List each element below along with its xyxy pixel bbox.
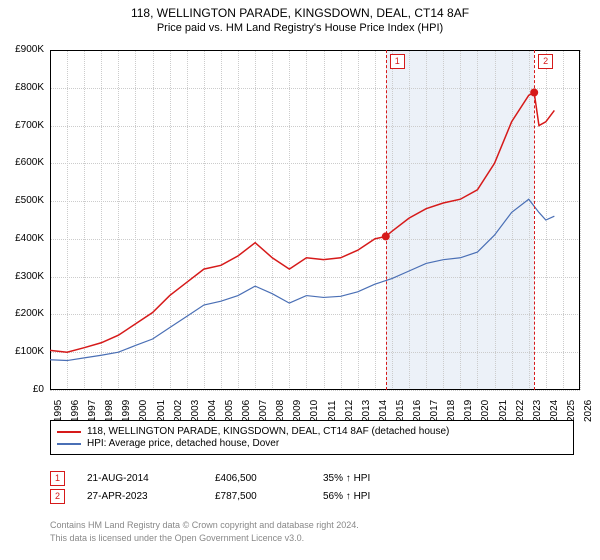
legend-item: HPI: Average price, detached house, Dove… [57,438,567,449]
sale-marker-badge: 2 [538,54,553,69]
sale-row-badge: 2 [50,489,65,504]
sales-table: 1 21-AUG-2014 £406,500 35% ↑ HPI 2 27-APR-202… [50,468,388,507]
series-property [50,93,554,353]
legend-swatch [57,431,81,433]
series-hpi [50,199,554,360]
chart-container: 118, WELLINGTON PARADE, KINGSDOWN, DEAL,… [0,0,600,560]
sale-marker-line [534,50,535,390]
sale-date: 21-AUG-2014 [87,473,197,484]
legend-box: 118, WELLINGTON PARADE, KINGSDOWN, DEAL,… [50,420,574,455]
footer-line1: Contains HM Land Registry data © Crown c… [50,520,359,530]
sale-delta: 56% ↑ HPI [323,491,370,502]
sale-marker-badge: 1 [390,54,405,69]
sale-delta: 35% ↑ HPI [323,473,370,484]
legend-label: HPI: Average price, detached house, Dove… [87,438,279,449]
legend-item: 118, WELLINGTON PARADE, KINGSDOWN, DEAL,… [57,426,567,437]
sale-date: 27-APR-2023 [87,491,197,502]
sale-price: £406,500 [215,473,305,484]
legend-label: 118, WELLINGTON PARADE, KINGSDOWN, DEAL,… [87,426,449,437]
footer-line2: This data is licensed under the Open Gov… [50,533,304,543]
legend-swatch [57,443,81,445]
sale-row: 1 21-AUG-2014 £406,500 35% ↑ HPI [50,471,388,486]
sale-price: £787,500 [215,491,305,502]
sale-row: 2 27-APR-2023 £787,500 56% ↑ HPI [50,489,388,504]
sale-row-badge: 1 [50,471,65,486]
sale-marker-line [386,50,387,390]
